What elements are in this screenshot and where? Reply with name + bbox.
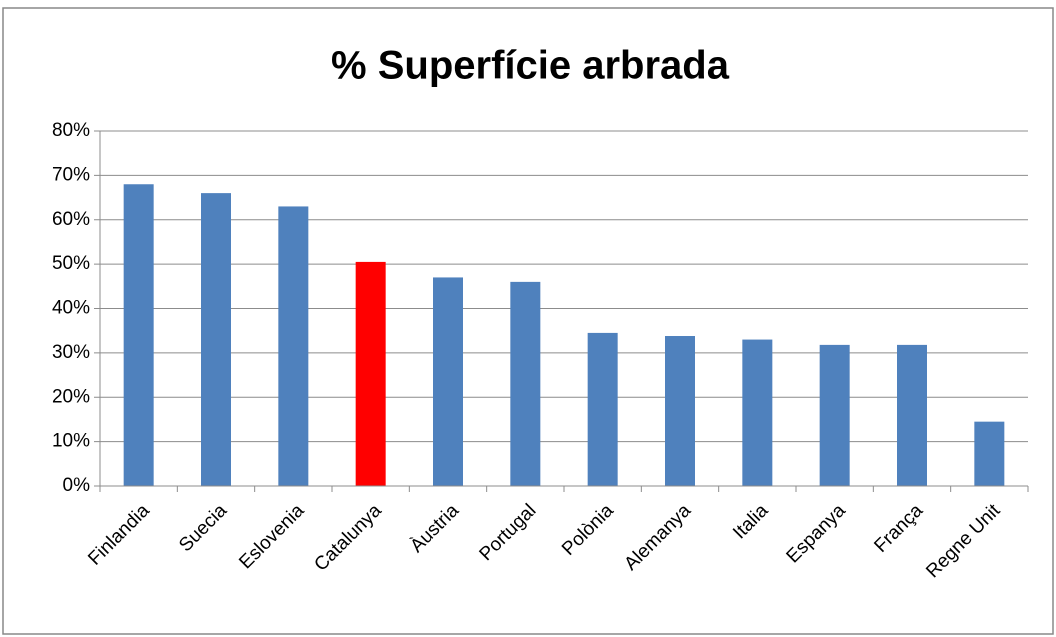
- bar: [278, 206, 309, 486]
- y-tick-label: 80%: [52, 120, 90, 141]
- bar: [742, 339, 773, 486]
- y-tick-label: 40%: [52, 298, 90, 319]
- y-tick-label: 50%: [52, 253, 90, 274]
- y-tick-label: 0%: [63, 475, 91, 496]
- bar: [665, 336, 695, 486]
- chart-title: % Superfície arbrada: [331, 44, 730, 88]
- y-tick-label: 10%: [52, 431, 90, 452]
- bar: [587, 332, 618, 486]
- bar: [433, 277, 463, 486]
- bar: [355, 261, 386, 486]
- y-tick-label: 60%: [52, 209, 90, 230]
- bar: [819, 344, 850, 486]
- y-tick-label: 30%: [52, 342, 90, 363]
- bar: [974, 421, 1005, 486]
- bar: [123, 184, 154, 486]
- bar: [510, 281, 541, 486]
- bar: [897, 344, 927, 486]
- bar: [201, 193, 231, 486]
- y-tick-label: 20%: [52, 386, 90, 407]
- y-tick-label: 70%: [52, 164, 90, 185]
